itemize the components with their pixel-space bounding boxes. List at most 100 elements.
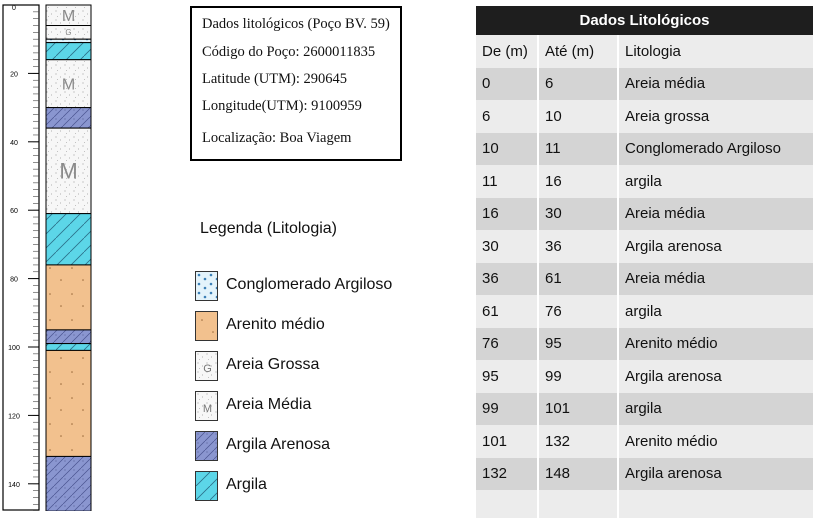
cell-from: 99 xyxy=(476,392,539,425)
cell-lithology: Arenito médio xyxy=(618,425,815,458)
cell-lithology: Argila arenosa xyxy=(618,360,815,393)
legend-label: Conglomerado Argiloso xyxy=(226,276,393,293)
cell-to: 6 xyxy=(538,67,619,100)
lithology-table: Dados Litológicos De (m) Até (m) Litolog… xyxy=(476,6,815,518)
cell-to: 132 xyxy=(538,425,619,458)
well-info-box: Dados litológicos (Poço BV. 59) Código d… xyxy=(190,6,402,161)
layer-sandy-clay xyxy=(45,455,92,511)
cell-from: 76 xyxy=(476,327,539,360)
depth-tick-label: 140 xyxy=(8,482,20,489)
depth-tick-label: 20 xyxy=(10,71,18,78)
layer-code: M xyxy=(62,8,75,25)
cell-to: 10 xyxy=(538,100,619,133)
info-location: Localização: Boa Viagem xyxy=(202,130,352,146)
cell-lithology: Areia grossa xyxy=(618,100,815,133)
cell-from: 36 xyxy=(476,262,539,295)
legend-swatch-sandstone xyxy=(195,311,218,341)
layer-clay xyxy=(45,343,92,351)
cell-from: 101 xyxy=(476,425,539,458)
legend-label: Argila xyxy=(226,476,267,493)
legend-label: Argila Arenosa xyxy=(226,436,331,453)
cell-lithology: Argila arenosa xyxy=(618,230,815,263)
depth-tick-label: 80 xyxy=(10,277,18,284)
cell-to: 101 xyxy=(538,392,619,425)
table-title: Dados Litológicos xyxy=(476,6,815,35)
cell-from: 0 xyxy=(476,67,539,100)
cell-from: 132 xyxy=(476,457,539,490)
legend-title: Legenda (Litologia) xyxy=(200,220,337,237)
layer-sandstone xyxy=(45,349,92,457)
table-row: 6 10 Areia grossa xyxy=(476,100,815,133)
cell-from: 30 xyxy=(476,230,539,263)
cell-to: 30 xyxy=(538,197,619,230)
header-lithology: Litologia xyxy=(618,35,815,68)
layer-code: M xyxy=(59,159,77,184)
layer-clay xyxy=(45,213,92,266)
info-title: Dados litológicos (Poço BV. 59) xyxy=(202,16,390,32)
legend-swatch-sandy-clay xyxy=(195,431,218,461)
cell-to: 11 xyxy=(538,132,619,165)
depth-tick-label: 100 xyxy=(8,345,20,352)
info-latitude: Latitude (UTM): 290645 xyxy=(202,71,347,87)
cell-from: 61 xyxy=(476,295,539,328)
table-row: 101 132 Arenito médio xyxy=(476,425,815,458)
depth-tick-label: 40 xyxy=(10,140,18,147)
layer-sandy-clay xyxy=(45,329,92,345)
table-row: 132 148 Argila arenosa xyxy=(476,457,815,490)
cell-from: 16 xyxy=(476,197,539,230)
table-row: 11 16 argila xyxy=(476,165,815,198)
cell-lithology: Arenito médio xyxy=(618,327,815,360)
cell-to: 16 xyxy=(538,165,619,198)
layer-sand-medium xyxy=(45,59,92,109)
cell-from: 11 xyxy=(476,165,539,198)
depth-scale-bar xyxy=(2,4,40,511)
table-row: 16 30 Areia média xyxy=(476,197,815,230)
table-row-empty xyxy=(476,490,815,518)
cell-from: 6 xyxy=(476,100,539,133)
table-row: 36 61 Areia média xyxy=(476,262,815,295)
layer-conglomerate xyxy=(45,38,92,44)
layer-clay xyxy=(45,42,92,61)
cell-lithology: Areia média xyxy=(618,197,815,230)
depth-tick-label: 0 xyxy=(12,5,16,12)
cell-lithology: argila xyxy=(618,295,815,328)
header-from: De (m) xyxy=(476,35,539,68)
cell-lithology: Argila arenosa xyxy=(618,457,815,490)
table-row: 76 95 Arenito médio xyxy=(476,327,815,360)
table-row: 10 11 Conglomerado Argiloso xyxy=(476,132,815,165)
legend-swatch-sand-coarse: G xyxy=(195,351,218,381)
cell-lithology: argila xyxy=(618,392,815,425)
table-row: 99 101 argila xyxy=(476,392,815,425)
legend-label: Areia Grossa xyxy=(226,356,320,373)
layer-sand-medium xyxy=(45,127,92,215)
cell-to: 76 xyxy=(538,295,619,328)
legend-label: Areia Média xyxy=(226,396,312,413)
cell-to: 148 xyxy=(538,457,619,490)
cell-lithology: argila xyxy=(618,165,815,198)
layer-code: G xyxy=(65,28,71,37)
table-row: 95 99 Argila arenosa xyxy=(476,360,815,393)
depth-tick-label: 120 xyxy=(8,413,20,420)
cell-lithology: Areia média xyxy=(618,67,815,100)
legend-label: Arenito médio xyxy=(226,316,325,333)
legend-swatch-sand-medium: M xyxy=(195,391,218,421)
info-well-code: Código do Poço: 2600011835 xyxy=(202,44,376,60)
legend-swatch-code: M xyxy=(203,403,212,415)
cell-from: 95 xyxy=(476,360,539,393)
legend-swatch-clay xyxy=(195,471,218,501)
depth-tick-label: 60 xyxy=(10,208,18,215)
layer-sandy-clay xyxy=(45,107,92,129)
info-longitude: Longitude(UTM): 9100959 xyxy=(202,98,362,114)
cell-to: 36 xyxy=(538,230,619,263)
cell-from: 10 xyxy=(476,132,539,165)
header-to: Até (m) xyxy=(538,35,619,68)
cell-to: 95 xyxy=(538,327,619,360)
cell-lithology: Areia média xyxy=(618,262,815,295)
cell-to: 61 xyxy=(538,262,619,295)
cell-lithology: Conglomerado Argiloso xyxy=(618,132,815,165)
layer-sandstone xyxy=(45,264,92,331)
cell-to: 99 xyxy=(538,360,619,393)
layer-code: M xyxy=(62,76,75,93)
table-row: 0 6 Areia média xyxy=(476,67,815,100)
